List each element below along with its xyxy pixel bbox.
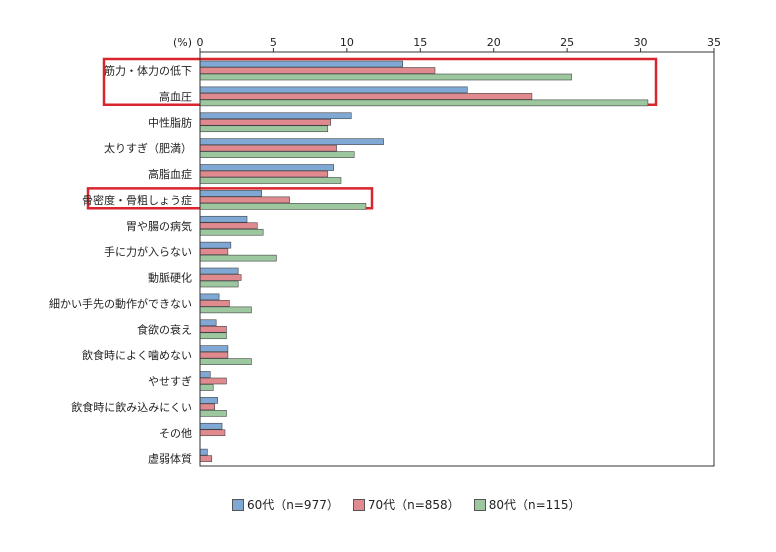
bar-70s — [199, 377, 227, 385]
bar-60s — [199, 448, 208, 456]
bar-70s — [199, 429, 226, 437]
bar-80s — [199, 358, 252, 365]
bar-60s — [199, 86, 468, 94]
legend-swatch-70s — [352, 498, 365, 511]
category-label: やせすぎ — [148, 374, 192, 388]
category-label: 動脈硬化 — [148, 271, 192, 285]
category-label: 手に力が入らない — [104, 245, 192, 259]
x-tick-label: 15 — [413, 36, 427, 49]
category-label: 中性脂肪 — [148, 115, 192, 129]
bar-60s — [199, 319, 217, 327]
bar-60s — [199, 112, 352, 120]
bar-70s — [199, 118, 332, 126]
x-tick-label: 20 — [487, 36, 501, 49]
bar-60s — [199, 371, 211, 378]
legend-label-60s: 60代（n=977） — [247, 498, 339, 512]
bar-70s — [199, 455, 213, 462]
bar-70s — [199, 274, 242, 281]
x-tick-label: 30 — [634, 36, 648, 49]
category-label: 虚弱体質 — [148, 452, 192, 466]
bar-60s — [199, 190, 262, 197]
category-label: 細かい手先の動作ができない — [49, 296, 192, 310]
bar-70s — [199, 196, 290, 204]
category-label: 胃や腸の病気 — [126, 219, 192, 233]
x-tick-label: 25 — [560, 36, 574, 49]
bar-60s — [199, 138, 384, 145]
highlight-boxes — [86, 57, 658, 210]
bar-80s — [199, 125, 329, 133]
category-label: 筋力・体力の低下 — [104, 64, 192, 78]
bar-80s — [199, 99, 649, 107]
legend-label-70s: 70代（n=858） — [367, 498, 460, 512]
legend-item-80s: 80代（n=115） — [473, 496, 581, 513]
category-label: 食欲の衰え — [137, 322, 192, 336]
bar-70s — [199, 170, 329, 178]
bar-80s — [199, 203, 367, 210]
x-tick-label: 0 — [197, 36, 204, 49]
plot-frame — [199, 51, 715, 467]
category-label: その他 — [159, 427, 192, 440]
legend-item-60s: 60代（n=977） — [232, 496, 339, 513]
x-unit-label: (%) — [173, 36, 192, 49]
x-tick-label: 10 — [340, 36, 354, 49]
bar-80s — [199, 384, 214, 391]
bar-70s — [199, 248, 229, 255]
axes: 0 5 10 15 20 25 30 35 (%) — [173, 36, 721, 467]
bar-60s — [199, 215, 248, 223]
bar-70s — [199, 222, 258, 230]
bar-60s — [199, 241, 232, 249]
bar-70s — [199, 144, 337, 152]
bar-60s — [199, 60, 403, 68]
legend-label-80s: 80代（n=115） — [488, 498, 581, 512]
bar-60s — [199, 422, 223, 430]
bar-70s — [199, 67, 436, 74]
category-label: 骨密度・骨粗しょう症 — [82, 193, 192, 207]
legend: 60代（n=977） 70代（n=858） 80代（n=115） — [232, 496, 581, 513]
bar-80s — [199, 332, 227, 340]
bar-70s — [199, 351, 229, 359]
bar-80s — [199, 306, 252, 314]
category-label: 太りすぎ（肥満） — [104, 141, 192, 155]
bar-70s — [199, 93, 533, 100]
x-tick-label: 35 — [707, 36, 721, 49]
legend-swatch-60s — [232, 498, 244, 511]
bar-70s — [199, 403, 215, 411]
bar-80s — [199, 280, 239, 288]
bars — [199, 60, 649, 462]
bar-80s — [199, 73, 572, 81]
category-label: 高脂血症 — [148, 167, 192, 181]
bar-70s — [199, 325, 227, 333]
bar-60s — [199, 293, 220, 301]
bar-80s — [199, 177, 342, 184]
bar-70s — [199, 300, 230, 307]
legend-item-70s: 70代（n=858） — [352, 496, 460, 513]
legend-swatch-80s — [473, 498, 486, 511]
bar-60s — [199, 397, 218, 404]
category-label: 飲食時に飲み込みにくい — [71, 400, 192, 414]
category-label: 飲食時によく噛めない — [82, 348, 192, 362]
bar-60s — [199, 345, 229, 352]
category-label: 高血圧 — [159, 89, 192, 103]
bar-60s — [199, 164, 334, 171]
bar-80s — [199, 151, 355, 158]
x-tick-label: 5 — [270, 36, 277, 49]
bar-80s — [199, 228, 264, 236]
bar-60s — [199, 267, 239, 275]
bar-80s — [199, 254, 277, 262]
bar-80s — [199, 410, 227, 417]
